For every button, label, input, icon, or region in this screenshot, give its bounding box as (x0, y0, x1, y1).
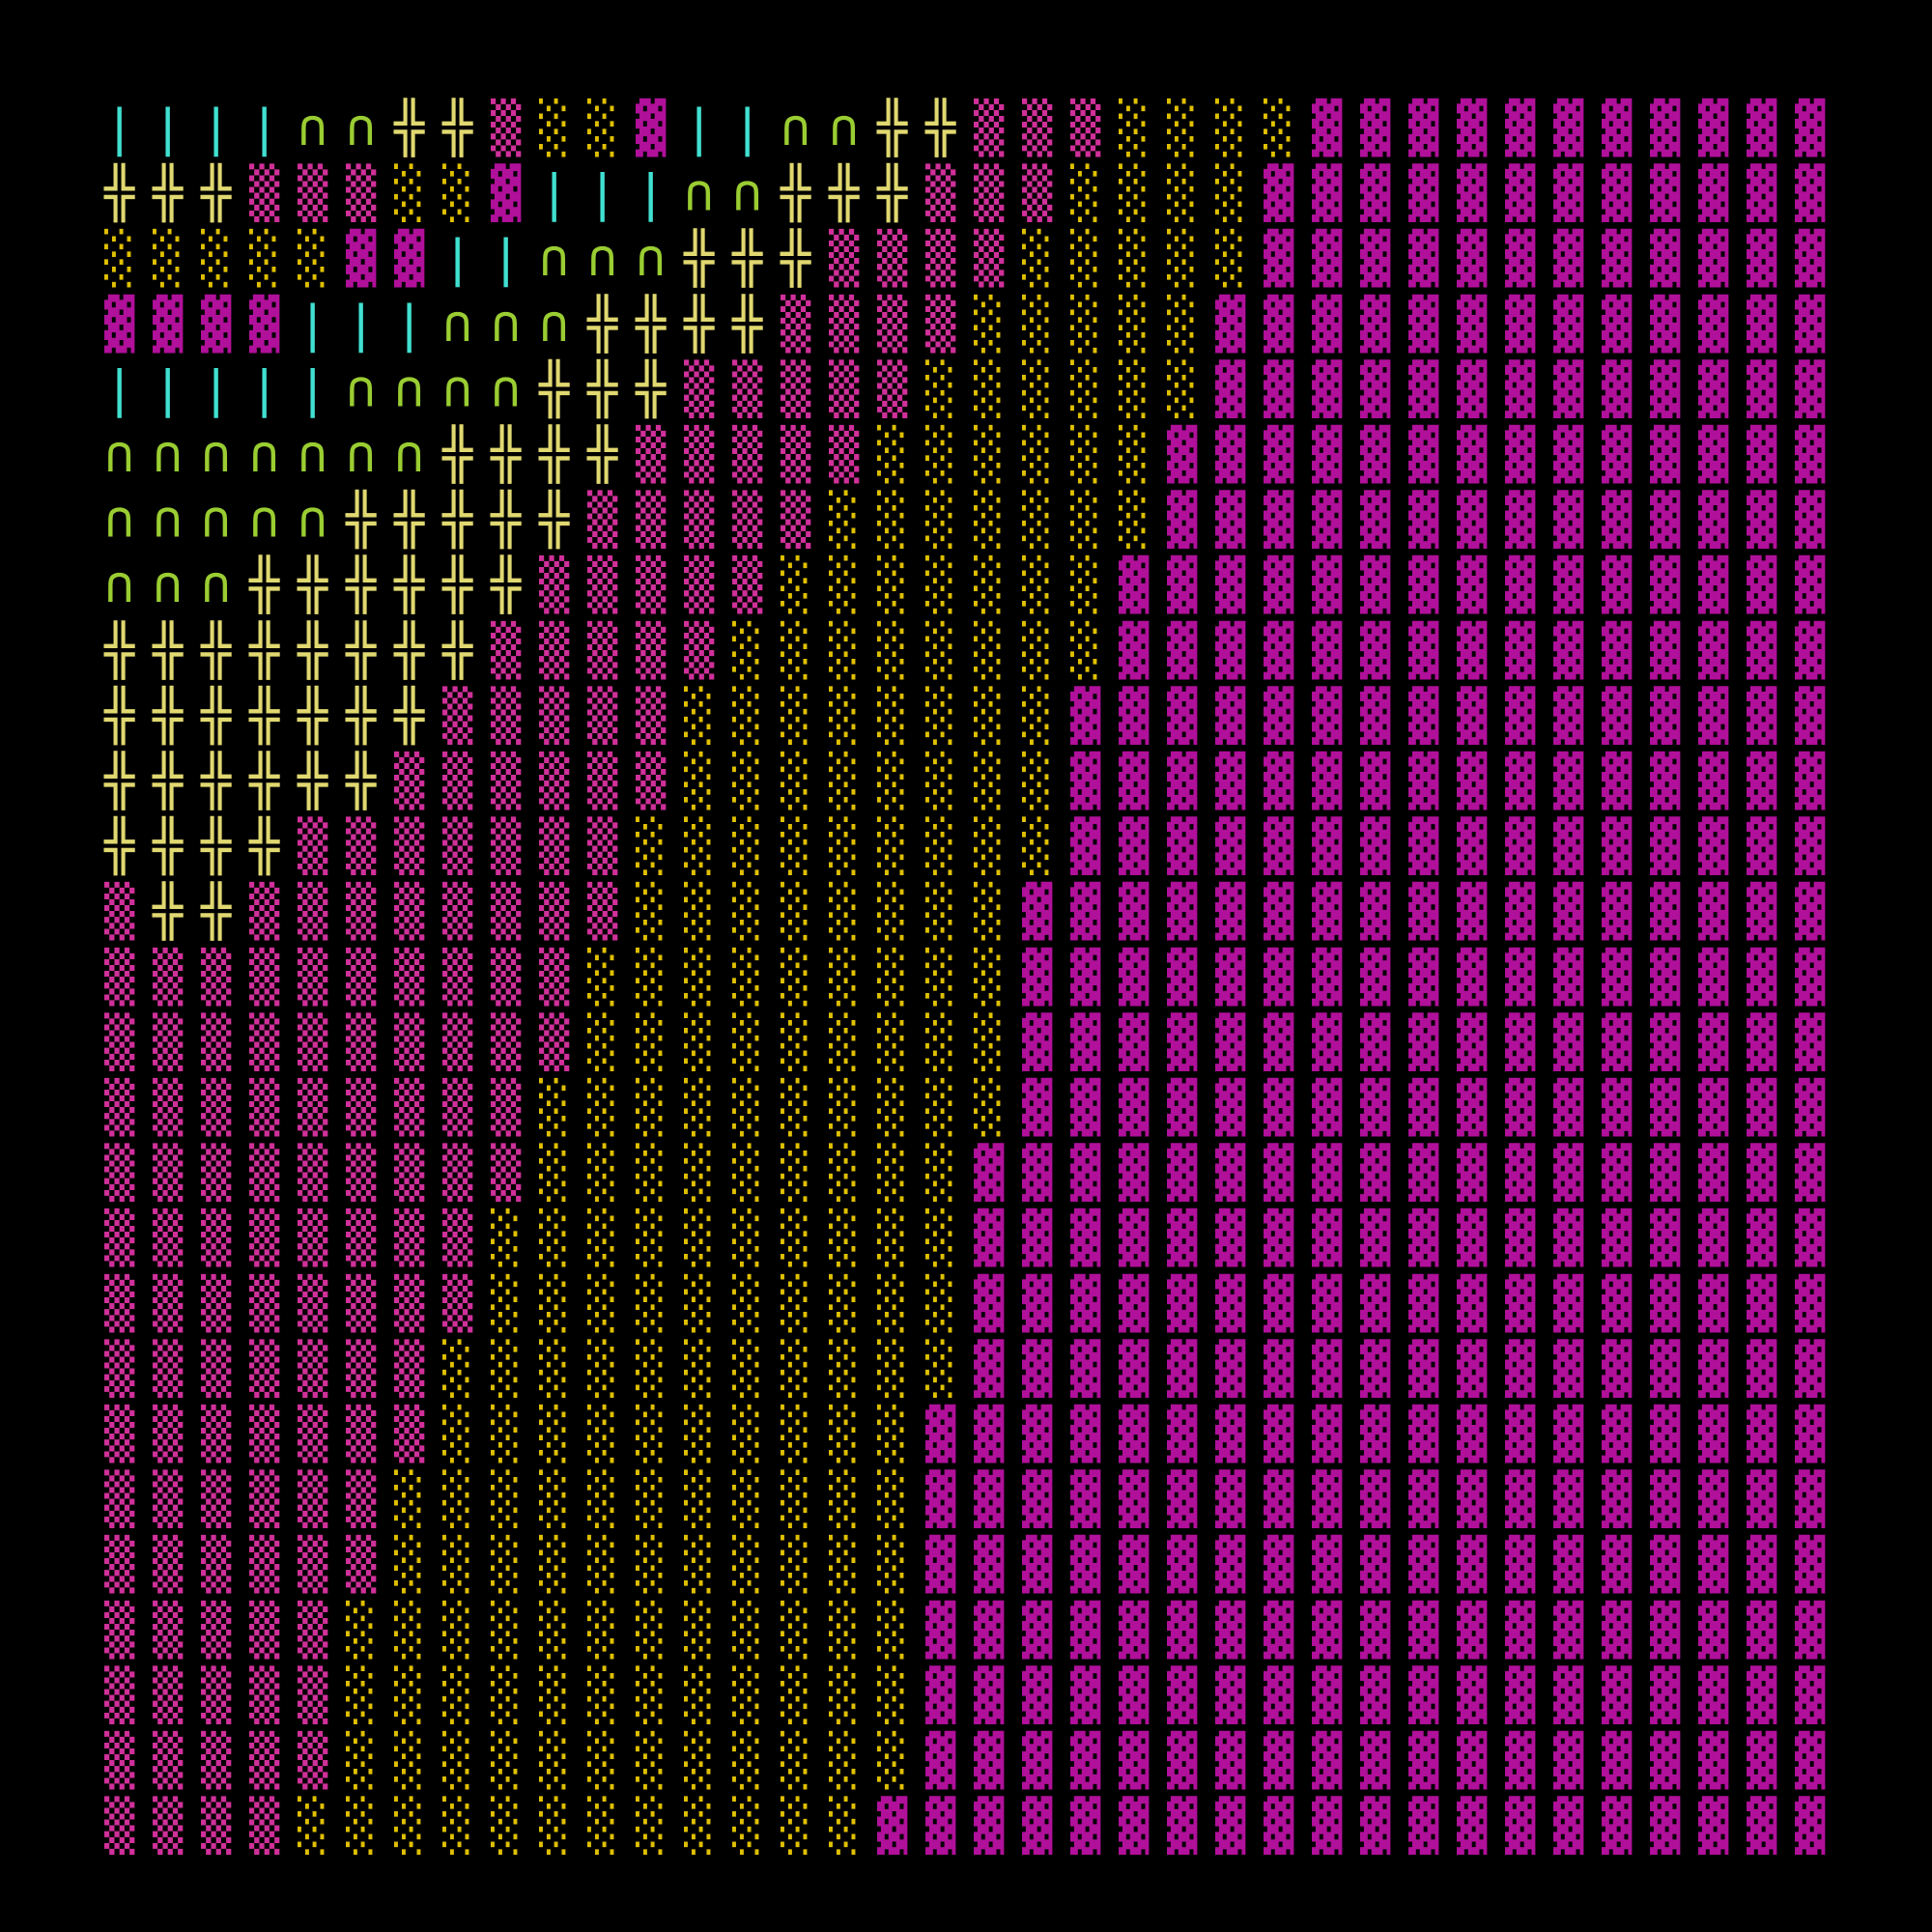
glyph-row: ▒ ╬ ╬ ▒ ▒ ▒ ▒ ▒ ▒ ▒ ▒ ░ ░ ░ ░ ░ ░ ░ ░ ▓ ▓ ▓ ▓ ▓ ▓ ▓ ▓ ▓ ▓ ▓ ▓ ▓ ▓ ▓ ▓ ▓ (104, 881, 1826, 941)
glyph-row: ▒ ▒ ▒ ▒ ▒ ▒ ▒ ▒ ▒ ░ ░ ░ ░ ░ ░ ░ ░ ░ ▓ ▓ ▓ ▓ ▓ ▓ ▓ ▓ ▓ ▓ ▓ ▓ ▓ ▓ ▓ ▓ ▓ ▓ (104, 1143, 1826, 1203)
glyph-row: ░ ░ ░ ░ ░ ▓ ▓ | | ∩ ∩ ∩ ╬ ╬ ╬ ▒ ▒ ▒ ▒ ░ ░ ░ ░ ░ ▓ ▓ ▓ ▓ ▓ ▓ ▓ ▓ ▓ ▓ ▓ ▓ (104, 228, 1826, 288)
glyph-row: ▒ ▒ ▒ ▒ ▒ ░ ░ ░ ░ ░ ░ ░ ░ ░ ░ ░ ░ ▓ ▓ ▓ ▓ ▓ ▓ ▓ ▓ ▓ ▓ ▓ ▓ ▓ ▓ ▓ ▓ ▓ ▓ ▓ (104, 1664, 1826, 1724)
glyph-row: ▒ ▒ ▒ ▒ ▒ ▒ ▒ ▒ ▒ ▒ ░ ░ ░ ░ ░ ░ ░ ░ ░ ▓ ▓ ▓ ▓ ▓ ▓ ▓ ▓ ▓ ▓ ▓ ▓ ▓ ▓ ▓ ▓ ▓ (104, 1011, 1826, 1071)
glyph-row: ▒ ▒ ▒ ▒ ░ ░ ░ ░ ░ ░ ░ ░ ░ ░ ░ ░ ▓ ▓ ▓ ▓ ▓ ▓ ▓ ▓ ▓ ▓ ▓ ▓ ▓ ▓ ▓ ▓ ▓ ▓ ▓ ▓ (104, 1796, 1826, 1856)
glyph-row: ▒ ▒ ▒ ▒ ▒ ▒ ▒ ░ ░ ░ ░ ░ ░ ░ ░ ░ ░ ░ ▓ ▓ ▓ ▓ ▓ ▓ ▓ ▓ ▓ ▓ ▓ ▓ ▓ ▓ ▓ ▓ ▓ ▓ (104, 1338, 1826, 1398)
glyph-row: ╬ ╬ ╬ ╬ ▒ ▒ ▒ ▒ ▒ ▒ ▒ ░ ░ ░ ░ ░ ░ ░ ░ ░ ▓ ▓ ▓ ▓ ▓ ▓ ▓ ▓ ▓ ▓ ▓ ▓ ▓ ▓ ▓ ▓ (103, 816, 1826, 876)
glyph-row: ▒ ▒ ▒ ▒ ▒ ▒ ░ ░ ░ ░ ░ ░ ░ ░ ░ ░ ░ ▓ ▓ ▓ ▓ ▓ ▓ ▓ ▓ ▓ ▓ ▓ ▓ ▓ ▓ ▓ ▓ ▓ ▓ ▓ (104, 1534, 1826, 1594)
glyph-row: ∩ ∩ ∩ ∩ ∩ ╬ ╬ ╬ ╬ ╬ ▒ ▒ ▒ ▒ ▒ ░ ░ ░ ░ ░ ░ ░ ▓ ▓ ▓ ▓ ▓ ▓ ▓ ▓ ▓ ▓ ▓ ▓ ▓ ▓ (104, 490, 1826, 550)
glyph-row: ▒ ▒ ▒ ▒ ▒ ░ ░ ░ ░ ░ ░ ░ ░ ░ ░ ░ ░ ▓ ▓ ▓ ▓ ▓ ▓ ▓ ▓ ▓ ▓ ▓ ▓ ▓ ▓ ▓ ▓ ▓ ▓ ▓ (104, 1730, 1826, 1790)
glyph-row: ▒ ▒ ▒ ▒ ▒ ▒ ▒ ▒ ▒ ▒ ░ ░ ░ ░ ░ ░ ░ ░ ░ ▓ ▓ ▓ ▓ ▓ ▓ ▓ ▓ ▓ ▓ ▓ ▓ ▓ ▓ ▓ ▓ ▓ (104, 947, 1826, 1007)
glyph-row: ∩ ∩ ∩ ╬ ╬ ╬ ╬ ╬ ╬ ▒ ▒ ▒ ▒ ▒ ░ ░ ░ ░ ░ ░ ░ ▓ ▓ ▓ ▓ ▓ ▓ ▓ ▓ ▓ ▓ ▓ ▓ ▓ ▓ ▓ (104, 554, 1826, 614)
glyph-row: ╬ ╬ ╬ ╬ ╬ ╬ ╬ ╬ ▒ ▒ ▒ ▒ ▒ ░ ░ ░ ░ ░ ░ ░ ░ ▓ ▓ ▓ ▓ ▓ ▓ ▓ ▓ ▓ ▓ ▓ ▓ ▓ ▓ ▓ (103, 620, 1826, 680)
glyph-row: ∩ ∩ ∩ ∩ ∩ ∩ ∩ ╬ ╬ ╬ ╬ ▒ ▒ ▒ ▒ ▒ ░ ░ ░ ░ ░ ░ ▓ ▓ ▓ ▓ ▓ ▓ ▓ ▓ ▓ ▓ ▓ ▓ ▓ ▓ (104, 424, 1826, 484)
glyph-row: | | | | ∩ ∩ ╬ ╬ ▒ ░ ░ ▓ | | ∩ ∩ ╬ ╬ ▒ ▒ ▒ ░ ░ ░ ░ ▓ ▓ ▓ ▓ ▓ ▓ ▓ ▓ ▓ ▓ ▓ (104, 98, 1826, 157)
glyph-row: ╬ ╬ ╬ ╬ ╬ ╬ ▒ ▒ ▒ ▒ ▒ ▒ ░ ░ ░ ░ ░ ░ ░ ░ ▓ ▓ ▓ ▓ ▓ ▓ ▓ ▓ ▓ ▓ ▓ ▓ ▓ ▓ ▓ ▓ (103, 751, 1826, 810)
glyph-row: ▒ ▒ ▒ ▒ ▒ ▒ ▒ ▒ ░ ░ ░ ░ ░ ░ ░ ░ ░ ░ ▓ ▓ ▓ ▓ ▓ ▓ ▓ ▓ ▓ ▓ ▓ ▓ ▓ ▓ ▓ ▓ ▓ ▓ (104, 1208, 1826, 1267)
glyph-row: ╬ ╬ ╬ ╬ ╬ ╬ ╬ ▒ ▒ ▒ ▒ ▒ ░ ░ ░ ░ ░ ░ ░ ░ ▓ ▓ ▓ ▓ ▓ ▓ ▓ ▓ ▓ ▓ ▓ ▓ ▓ ▓ ▓ ▓ (103, 685, 1826, 745)
glyph-row: ▒ ▒ ▒ ▒ ▒ ▒ ░ ░ ░ ░ ░ ░ ░ ░ ░ ░ ░ ▓ ▓ ▓ ▓ ▓ ▓ ▓ ▓ ▓ ▓ ▓ ▓ ▓ ▓ ▓ ▓ ▓ ▓ ▓ (104, 1469, 1826, 1529)
glyph-row: | | | | | ∩ ∩ ∩ ∩ ╬ ╬ ╬ ▒ ▒ ▒ ▒ ▒ ░ ░ ░ ░ ░ ░ ▓ ▓ ▓ ▓ ▓ ▓ ▓ ▓ ▓ ▓ ▓ ▓ ▓ (104, 358, 1826, 418)
glyph-row: ▒ ▒ ▒ ▒ ▒ ░ ░ ░ ░ ░ ░ ░ ░ ░ ░ ░ ░ ▓ ▓ ▓ ▓ ▓ ▓ ▓ ▓ ▓ ▓ ▓ ▓ ▓ ▓ ▓ ▓ ▓ ▓ ▓ (104, 1600, 1826, 1660)
glyph-row: ▓ ▓ ▓ ▓ | | | ∩ ∩ ∩ ╬ ╬ ╬ ╬ ▒ ▒ ▒ ▒ ░ ░ ░ ░ ░ ▓ ▓ ▓ ▓ ▓ ▓ ▓ ▓ ▓ ▓ ▓ ▓ ▓ (104, 294, 1826, 354)
glyph-row: ╬ ╬ ╬ ▒ ▒ ▒ ░ ░ ▓ | | | ∩ ∩ ╬ ╬ ╬ ▒ ▒ ▒ ░ ░ ░ ░ ▓ ▓ ▓ ▓ ▓ ▓ ▓ ▓ ▓ ▓ ▓ ▓ (103, 163, 1826, 223)
glyph-row: ▒ ▒ ▒ ▒ ▒ ▒ ▒ ░ ░ ░ ░ ░ ░ ░ ░ ░ ░ ▓ ▓ ▓ ▓ ▓ ▓ ▓ ▓ ▓ ▓ ▓ ▓ ▓ ▓ ▓ ▓ ▓ ▓ ▓ (104, 1404, 1826, 1463)
glyph-row: ▒ ▒ ▒ ▒ ▒ ▒ ▒ ▒ ░ ░ ░ ░ ░ ░ ░ ░ ░ ░ ▓ ▓ ▓ ▓ ▓ ▓ ▓ ▓ ▓ ▓ ▓ ▓ ▓ ▓ ▓ ▓ ▓ ▓ (104, 1273, 1826, 1333)
glyph-row: ▒ ▒ ▒ ▒ ▒ ▒ ▒ ▒ ▒ ░ ░ ░ ░ ░ ░ ░ ░ ░ ░ ▓ ▓ ▓ ▓ ▓ ▓ ▓ ▓ ▓ ▓ ▓ ▓ ▓ ▓ ▓ ▓ ▓ (104, 1077, 1826, 1137)
